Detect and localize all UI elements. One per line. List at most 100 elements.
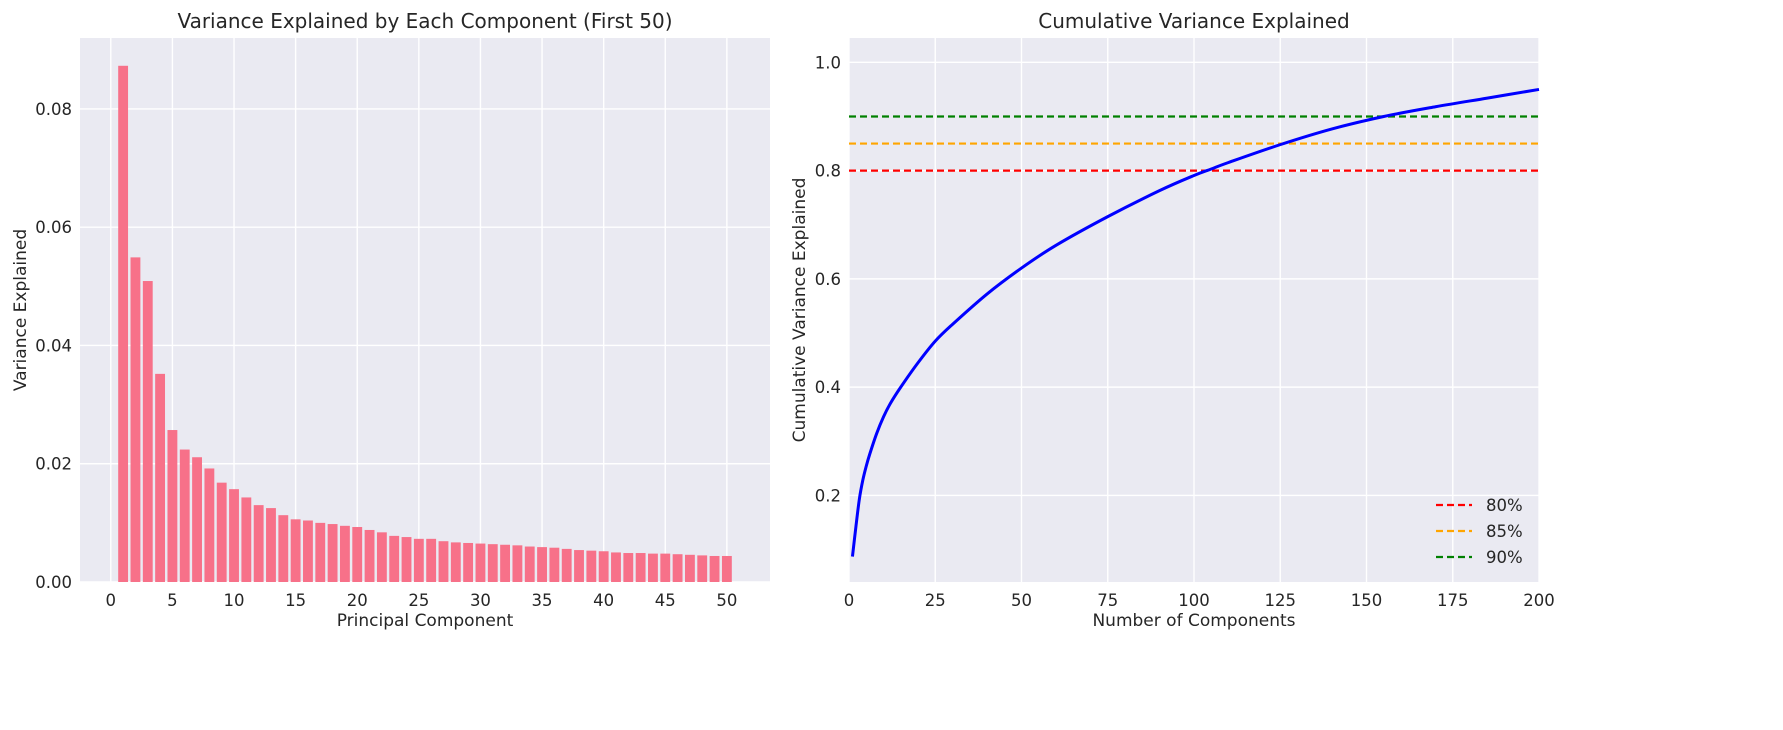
chart-title: Cumulative Variance Explained — [1038, 9, 1349, 33]
bar — [586, 550, 597, 582]
bar — [179, 449, 190, 582]
bar — [561, 548, 572, 582]
bar — [598, 551, 609, 582]
bar — [721, 555, 732, 582]
tick-labels: 0 25 50 75 100 125 150 175 200 0.2 0.4 0.6 0.8 1.0 — [815, 53, 1555, 610]
legend-label: 80% — [1486, 496, 1523, 515]
bar — [684, 554, 695, 582]
bar — [339, 525, 350, 582]
x-tick-label: 50 — [716, 591, 737, 610]
x-tick-label: 100 — [1178, 591, 1210, 610]
y-tick-label: 0.2 — [815, 486, 841, 505]
bar — [426, 538, 437, 582]
legend-label: 85% — [1486, 522, 1523, 541]
bar — [204, 468, 215, 582]
bar — [192, 457, 202, 582]
line-chart-panel: 0 25 50 75 100 125 150 175 200 0.2 0.4 0.6 0.8 1.0 80… — [790, 9, 1555, 631]
gridlines — [80, 38, 770, 583]
bar — [266, 508, 276, 582]
bar — [537, 547, 547, 582]
bar — [278, 515, 289, 582]
chart-title: Variance Explained by Each Component (Fi… — [177, 9, 672, 33]
bar — [611, 552, 621, 582]
bar — [635, 553, 646, 582]
y-axis-label: Cumulative Variance Explained — [790, 178, 810, 443]
bar — [315, 522, 326, 582]
x-tick-label: 125 — [1265, 591, 1297, 610]
bar — [364, 529, 375, 582]
legend: 80% 85% 90% — [1436, 496, 1523, 567]
y-axis-label: Variance Explained — [11, 229, 31, 391]
x-tick-label: 200 — [1523, 591, 1555, 610]
x-tick-label: 5 — [167, 591, 178, 610]
x-tick-label: 40 — [593, 591, 614, 610]
y-tick-label: 0.4 — [815, 378, 841, 397]
bar-chart-panel: 0 5 10 15 20 25 30 35 40 45 50 0.00 0.02 0.04 0.06 0.08… — [11, 9, 770, 631]
bar — [376, 532, 387, 582]
bar — [549, 547, 560, 582]
bar — [167, 430, 178, 582]
bar — [229, 489, 239, 582]
bar — [303, 520, 313, 582]
lines — [849, 87, 1540, 557]
bar — [450, 542, 461, 582]
bar — [487, 544, 498, 582]
bar — [660, 553, 671, 582]
y-tick-label: 1.0 — [815, 53, 841, 72]
y-tick-label: 0.00 — [35, 573, 72, 592]
x-tick-label: 10 — [224, 591, 245, 610]
x-tick-label: 75 — [1097, 591, 1118, 610]
x-tick-label: 150 — [1351, 591, 1383, 610]
bar — [512, 545, 523, 582]
bars — [118, 65, 732, 582]
legend-label: 90% — [1486, 548, 1523, 567]
gridlines — [848, 38, 1540, 582]
y-tick-label: 0.8 — [815, 162, 841, 181]
x-tick-label: 30 — [470, 591, 491, 610]
series-line — [850, 87, 1540, 557]
bar — [142, 281, 153, 582]
bar — [118, 65, 129, 582]
y-tick-label: 0.02 — [35, 455, 72, 474]
bar — [623, 553, 634, 582]
bar — [327, 524, 338, 582]
bar — [401, 537, 412, 582]
bar — [500, 544, 511, 582]
x-tick-label: 175 — [1437, 591, 1469, 610]
x-axis-label: Number of Components — [1092, 611, 1295, 631]
x-tick-label: 0 — [844, 591, 855, 610]
y-tick-label: 0.04 — [35, 336, 72, 355]
bar — [475, 543, 486, 582]
bar — [389, 535, 400, 582]
bar — [155, 373, 166, 582]
bar — [709, 555, 720, 582]
bar — [216, 482, 227, 582]
bar — [241, 497, 252, 582]
x-axis-label: Principal Component — [337, 611, 514, 631]
bar — [524, 546, 535, 582]
y-tick-label: 0.08 — [35, 100, 72, 119]
bar — [648, 553, 658, 582]
y-tick-label: 0.6 — [815, 270, 841, 289]
bar — [672, 554, 683, 582]
bar — [697, 555, 708, 582]
bar — [574, 550, 584, 582]
y-tick-label: 0.06 — [35, 218, 72, 237]
x-tick-label: 35 — [532, 591, 553, 610]
x-tick-label: 20 — [347, 591, 368, 610]
x-tick-label: 25 — [408, 591, 429, 610]
bar — [352, 527, 363, 582]
x-tick-label: 25 — [925, 591, 946, 610]
x-tick-label: 50 — [1011, 591, 1032, 610]
tick-labels: 0 5 10 15 20 25 30 35 40 45 50 0.00 0.02 0.04 0.06 0.08 — [35, 100, 737, 610]
x-tick-label: 45 — [655, 591, 676, 610]
bar — [413, 538, 424, 582]
bar — [463, 542, 474, 582]
x-tick-label: 0 — [106, 591, 117, 610]
bar — [130, 257, 141, 582]
bar — [290, 519, 301, 582]
bar — [253, 505, 264, 582]
bar — [438, 541, 449, 582]
x-tick-label: 15 — [285, 591, 306, 610]
